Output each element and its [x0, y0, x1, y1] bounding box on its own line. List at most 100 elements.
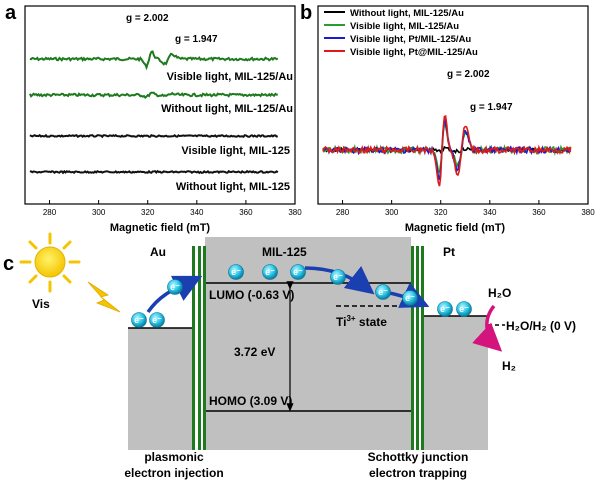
panel-b-x-label: Magnetic field (mT) — [405, 222, 506, 234]
x-tick-label: 280 — [43, 208, 57, 217]
x-tick-label: 380 — [288, 208, 302, 217]
interface-gap — [419, 246, 421, 450]
trace-label-a-3: Visible light, MIL-125 — [181, 145, 290, 157]
x-tick-label: 300 — [385, 208, 399, 217]
legend-label-4: Visible light, Pt@MIL-125/Au — [350, 47, 478, 58]
svg-text:e⁻: e⁻ — [134, 315, 144, 325]
electron: e⁻ — [330, 269, 346, 285]
panel-b-traces — [322, 114, 572, 187]
pt-block — [424, 316, 488, 450]
panel-a-g-annotation-1: g = 2.002 — [126, 13, 169, 24]
trace-label-a-2: Without light, MIL-125/Au — [161, 103, 293, 115]
caption-left-1: plasmonic — [144, 450, 204, 464]
au-block — [128, 328, 192, 450]
svg-text:e⁻: e⁻ — [378, 287, 388, 297]
x-tick-label: 340 — [190, 208, 204, 217]
x-tick-label: 280 — [336, 208, 350, 217]
panel-a: a 280 300 320 340 360 380 Magnetic field (mT)… — [5, 2, 302, 234]
interface-stripe — [416, 246, 419, 450]
redox-label: H₂O/H₂ (0 V) — [506, 319, 576, 333]
electron: e⁻ — [402, 290, 418, 306]
series-line-without-mil125-au — [29, 91, 279, 100]
mil125-label: MIL-125 — [262, 245, 307, 259]
interface-stripe — [198, 246, 201, 450]
electron: e⁻ — [437, 301, 453, 317]
lumo-label: LUMO (-0.63 V) — [209, 288, 294, 302]
series-line-without-mil125 — [29, 169, 279, 175]
svg-text:e⁻: e⁻ — [293, 267, 303, 277]
caption-right-1: Schottky junction — [368, 450, 469, 464]
electron: e⁻ — [262, 264, 278, 280]
mil-pt-interface — [411, 246, 424, 450]
interface-stripe — [192, 246, 195, 450]
series-line-visible-mil125 — [29, 133, 278, 139]
panel-b-frame — [317, 5, 589, 205]
electron: e⁻ — [228, 264, 244, 280]
panel-a-x-axis: 280 300 320 340 360 380 — [43, 200, 302, 217]
series-line-b-pt-at-mil125-au — [322, 114, 572, 187]
electrons: e⁻ e⁻ e⁻ e⁻ e⁻ e⁻ e⁻ e⁻ e⁻ e⁻ e⁻ — [131, 264, 472, 328]
svg-text:e⁻: e⁻ — [152, 315, 162, 325]
panel-b-g-annotation-2: g = 1.947 — [470, 102, 513, 113]
panel-b: b 280 300 320 340 360 380 Magnetic field (mT)… — [300, 2, 595, 234]
svg-text:e⁻: e⁻ — [459, 304, 469, 314]
sun-icon — [19, 232, 81, 293]
panel-a-label: a — [5, 2, 17, 24]
h2o-label: H₂O — [488, 286, 511, 300]
panel-b-g-annotation-1: g = 2.002 — [447, 69, 490, 80]
svg-text:e⁻: e⁻ — [265, 267, 275, 277]
x-tick-label: 300 — [92, 208, 106, 217]
interface-gap — [201, 246, 203, 450]
x-tick-label: 320 — [434, 208, 448, 217]
caption-right-2: electron trapping — [369, 466, 467, 480]
x-tick-label: 360 — [532, 208, 546, 217]
electron: e⁻ — [149, 312, 165, 328]
x-tick-label: 320 — [141, 208, 155, 217]
interface-gap — [414, 246, 416, 450]
panel-c: c — [3, 232, 576, 480]
interface-gap — [196, 246, 198, 450]
x-tick-label: 360 — [239, 208, 253, 217]
interface-stripe — [421, 246, 424, 450]
svg-text:e⁻: e⁻ — [170, 282, 180, 292]
au-mil-interface — [192, 246, 206, 450]
panel-a-frame — [24, 5, 296, 205]
legend-label-2: Visible light, MIL-125/Au — [350, 21, 459, 32]
panel-b-x-axis: 280 300 320 340 360 380 — [336, 200, 595, 217]
svg-text:e⁻: e⁻ — [333, 272, 343, 282]
electron: e⁻ — [290, 264, 306, 280]
electron: e⁻ — [131, 312, 147, 328]
interface-stripe — [203, 246, 206, 450]
electron: e⁻ — [375, 284, 391, 300]
au-label: Au — [150, 245, 166, 259]
panel-a-traces — [29, 50, 279, 175]
caption-left-2: electron injection — [124, 466, 223, 480]
trace-label-a-4: Without light, MIL-125 — [176, 181, 290, 193]
x-tick-label: 380 — [581, 208, 595, 217]
interface-stripe — [411, 246, 414, 450]
panel-b-legend: Without light, MIL-125/Au Visible light,… — [324, 8, 478, 58]
svg-text:e⁻: e⁻ — [440, 304, 450, 314]
lightning-icon — [87, 281, 121, 313]
legend-label-3: Visible light, Pt/MIL-125/Au — [350, 34, 471, 45]
electron: e⁻ — [456, 301, 472, 317]
series-line-visible-mil125-au — [29, 50, 279, 71]
vis-label: Vis — [32, 297, 50, 311]
homo-label: HOMO (3.09 V) — [209, 394, 292, 408]
trace-label-a-1: Visible light, MIL-125/Au — [167, 71, 293, 83]
legend-label-1: Without light, MIL-125/Au — [350, 8, 464, 19]
svg-text:e⁻: e⁻ — [405, 293, 415, 303]
h2-label: H₂ — [502, 359, 516, 373]
panel-c-label: c — [3, 253, 14, 275]
pt-label: Pt — [443, 245, 455, 259]
h2-evolution-arrow — [472, 304, 503, 352]
svg-text:e⁻: e⁻ — [231, 267, 241, 277]
band-gap-label: 3.72 eV — [234, 345, 275, 359]
x-tick-label: 340 — [483, 208, 497, 217]
electron: e⁻ — [167, 279, 183, 295]
ti3-state-label: Ti3+ state — [336, 314, 387, 329]
panel-a-g-annotation-2: g = 1.947 — [175, 34, 218, 45]
panel-b-label: b — [300, 2, 312, 24]
panel-a-x-label: Magnetic field (mT) — [110, 222, 211, 234]
